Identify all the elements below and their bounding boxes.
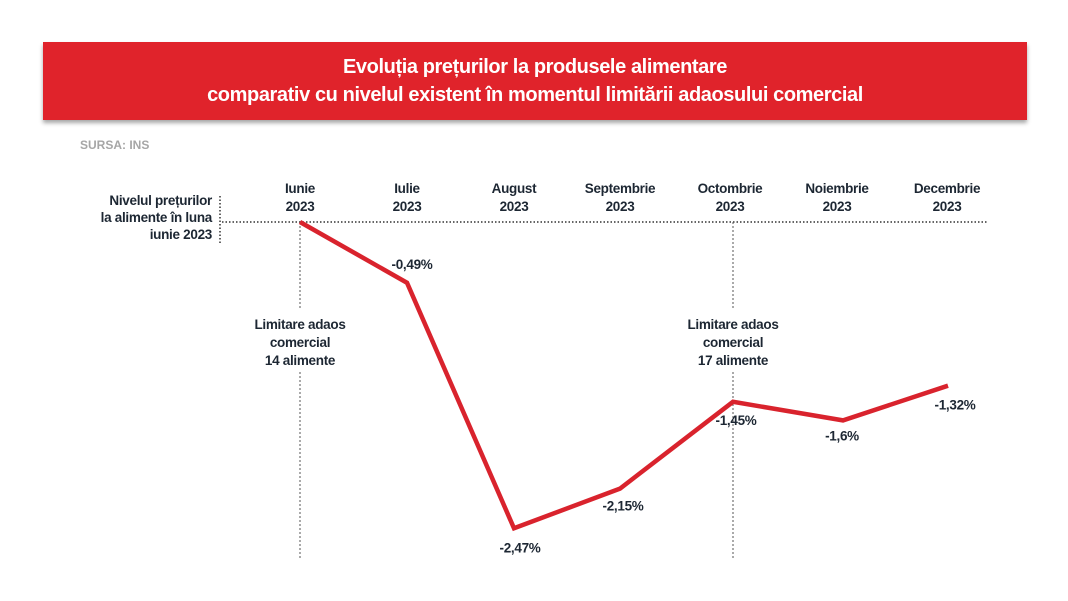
x-tick-label: 2023 <box>933 199 963 214</box>
x-tick-label: August <box>492 181 537 196</box>
data-label: -1,32% <box>935 398 976 413</box>
x-tick-label: Octombrie <box>698 181 764 196</box>
x-tick-label: 2023 <box>823 199 853 214</box>
data-label: -0,49% <box>392 257 433 272</box>
x-tick-label: 2023 <box>716 199 746 214</box>
baseline-label: Nivelul prețurilor <box>109 193 213 208</box>
annotation-label: comercial <box>270 335 330 350</box>
data-label: -1,45% <box>716 413 757 428</box>
annotation-label: 14 alimente <box>265 353 336 368</box>
x-tick-label: Septembrie <box>585 181 656 196</box>
baseline-label: la alimente în luna <box>101 210 213 225</box>
baseline-label: iunie 2023 <box>150 227 213 242</box>
x-tick-label: Iunie <box>285 181 316 196</box>
data-label: -1,6% <box>825 428 859 443</box>
x-tick-label: 2023 <box>500 199 530 214</box>
series-line <box>298 220 949 532</box>
x-tick-label: 2023 <box>393 199 423 214</box>
x-tick-label: Noiembrie <box>805 181 869 196</box>
annotation-label: Limitare adaos <box>254 317 345 332</box>
x-tick-label: Iulie <box>394 181 420 196</box>
title-line-2: comparativ cu nivelul existent în moment… <box>207 84 863 106</box>
annotation-label: comercial <box>703 335 763 350</box>
x-tick-label: Decembrie <box>914 181 981 196</box>
annotation-label: Limitare adaos <box>687 317 778 332</box>
title-line-1: Evoluția prețurilor la produsele aliment… <box>342 56 728 78</box>
source-label: SURSA: INS <box>80 138 150 152</box>
x-tick-label: 2023 <box>286 199 316 214</box>
annotation-label: 17 alimente <box>698 353 769 368</box>
title-banner: Evoluția prețurilor la produsele aliment… <box>43 42 1027 120</box>
data-label: -2,47% <box>500 540 541 555</box>
data-label: -2,15% <box>603 499 644 514</box>
x-tick-label: 2023 <box>606 199 636 214</box>
